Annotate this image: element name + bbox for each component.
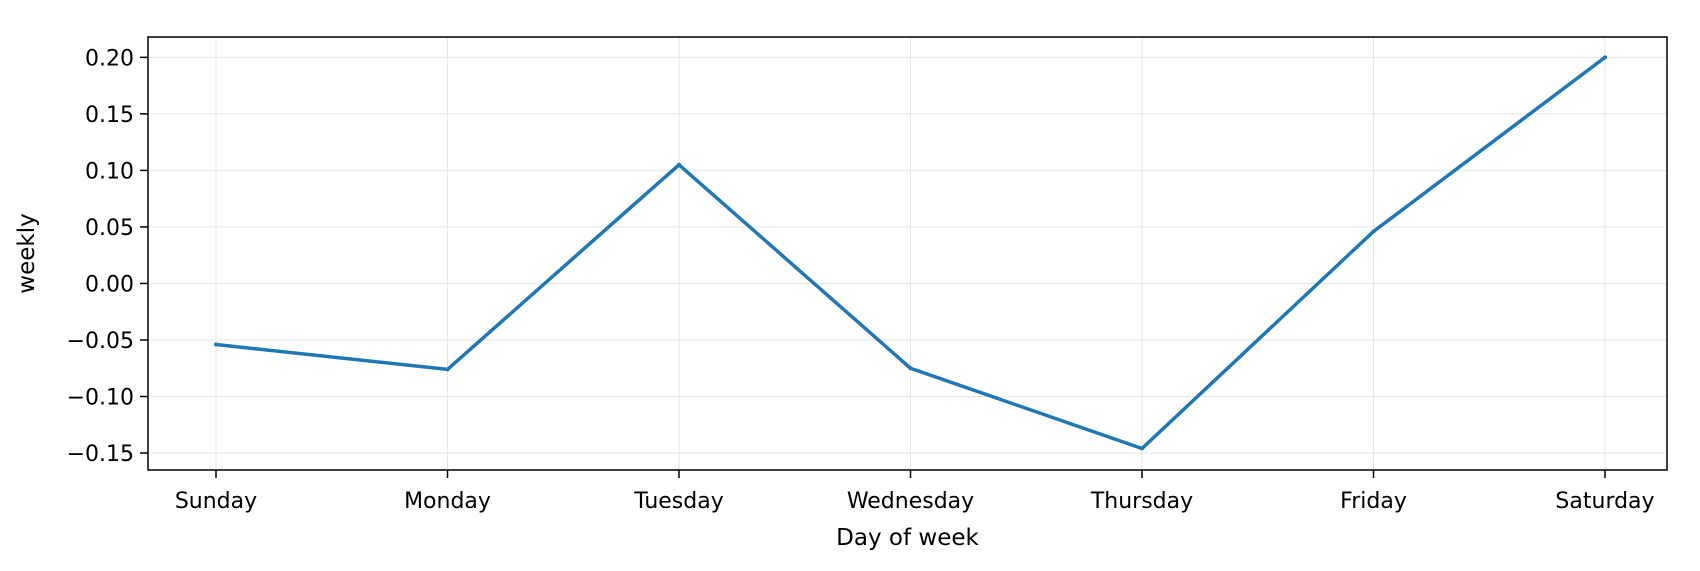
y-tick-label: −0.15 (67, 442, 134, 467)
x-tick-label: Tuesday (633, 489, 724, 514)
y-axis-label: weekly (14, 213, 40, 293)
data-point (908, 366, 913, 371)
ticks: −0.15 −0.10 −0.05 0.00 0.05 0.10 0.15 0.20 Sunda… (67, 46, 1655, 514)
data-point (1603, 55, 1607, 60)
data-point (214, 342, 218, 347)
data-point (445, 367, 450, 372)
data-point (677, 162, 681, 167)
y-tick-label: −0.10 (67, 386, 134, 411)
grid (148, 37, 1667, 470)
x-tick-label: Thursday (1090, 489, 1193, 514)
x-tick-label: Friday (1340, 489, 1407, 514)
y-tick-label: 0.15 (85, 103, 134, 128)
plot-frame (147, 36, 1668, 471)
x-tick-label: Monday (404, 489, 491, 514)
series-layer (214, 55, 1607, 451)
x-axis-label: Day of week (836, 525, 979, 551)
y-tick-label: 0.10 (85, 159, 134, 184)
y-tick-label: 0.00 (85, 272, 134, 297)
y-tick-label: 0.05 (85, 216, 134, 241)
data-point (1371, 229, 1376, 234)
x-tick-label: Saturday (1555, 489, 1654, 514)
x-tick-label: Sunday (175, 489, 257, 514)
y-tick-label: 0.20 (85, 46, 134, 71)
x-tick-label: Wednesday (847, 489, 974, 514)
y-tick-label: −0.05 (67, 329, 134, 354)
data-point (1140, 446, 1144, 451)
